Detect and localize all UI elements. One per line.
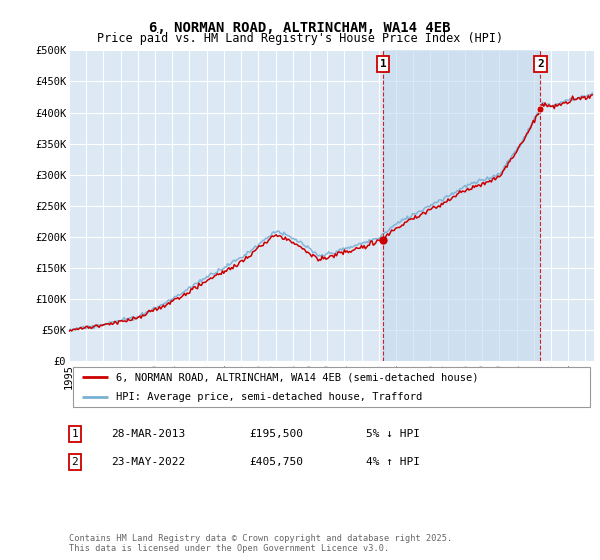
- Text: 23-MAY-2022: 23-MAY-2022: [111, 457, 185, 467]
- Text: 6, NORMAN ROAD, ALTRINCHAM, WA14 4EB (semi-detached house): 6, NORMAN ROAD, ALTRINCHAM, WA14 4EB (se…: [116, 372, 479, 382]
- Text: 1: 1: [380, 59, 386, 69]
- FancyBboxPatch shape: [73, 367, 590, 407]
- Text: 4% ↑ HPI: 4% ↑ HPI: [366, 457, 420, 467]
- Text: HPI: Average price, semi-detached house, Trafford: HPI: Average price, semi-detached house,…: [116, 392, 422, 402]
- Text: 5% ↓ HPI: 5% ↓ HPI: [366, 429, 420, 439]
- Text: 2: 2: [537, 59, 544, 69]
- Text: Contains HM Land Registry data © Crown copyright and database right 2025.
This d: Contains HM Land Registry data © Crown c…: [69, 534, 452, 553]
- Text: Price paid vs. HM Land Registry's House Price Index (HPI): Price paid vs. HM Land Registry's House …: [97, 32, 503, 45]
- Text: 1: 1: [71, 429, 79, 439]
- Text: £405,750: £405,750: [249, 457, 303, 467]
- Bar: [383, 50, 541, 361]
- Text: 2: 2: [71, 457, 79, 467]
- Text: 28-MAR-2013: 28-MAR-2013: [111, 429, 185, 439]
- Text: £195,500: £195,500: [249, 429, 303, 439]
- Text: 6, NORMAN ROAD, ALTRINCHAM, WA14 4EB: 6, NORMAN ROAD, ALTRINCHAM, WA14 4EB: [149, 21, 451, 35]
